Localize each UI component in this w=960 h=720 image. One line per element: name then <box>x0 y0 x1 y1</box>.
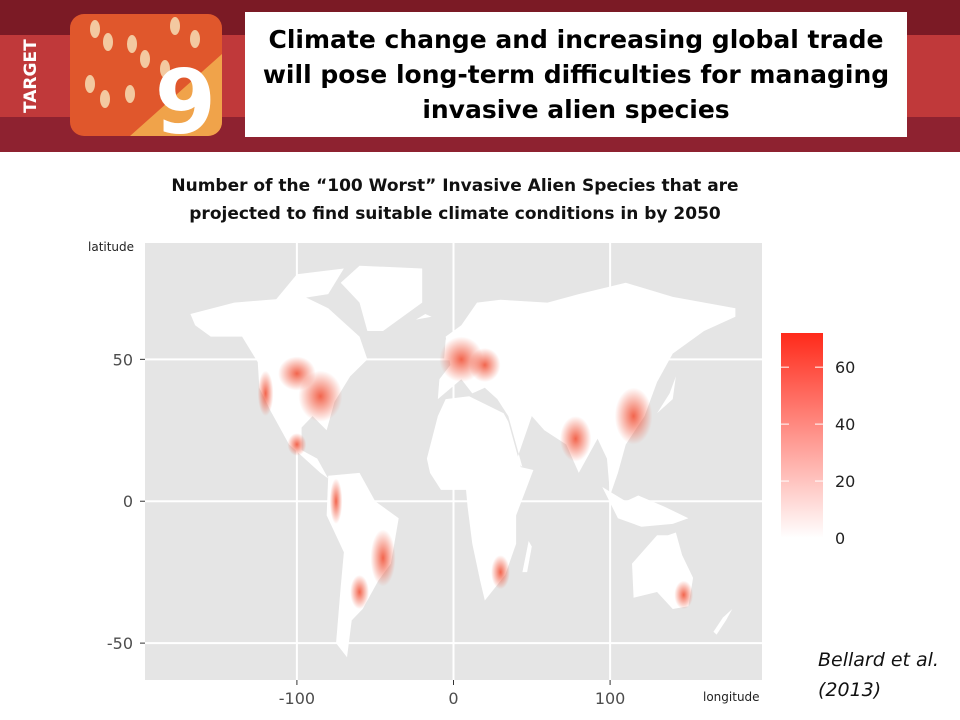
land <box>522 540 532 573</box>
density-patch <box>674 580 694 610</box>
colorbar-tick-label: 60 <box>835 358 855 377</box>
logo: 9 <box>70 14 222 136</box>
y-tick-label: -50 <box>107 634 133 653</box>
colorbar <box>781 333 823 538</box>
chart-title: Number of the “100 Worst” Invasive Alien… <box>171 176 739 224</box>
headline: Climate change and increasing global tra… <box>245 12 907 137</box>
citation: Bellard et al. (2013) <box>818 649 939 701</box>
y-axis-label: latitude <box>88 240 135 254</box>
density-patch <box>370 529 396 587</box>
logo-triangle <box>130 54 222 136</box>
land <box>340 265 423 331</box>
land <box>444 336 457 360</box>
land <box>632 532 694 610</box>
land <box>415 313 432 320</box>
density-patch <box>469 347 501 383</box>
colorbar-tick-label: 0 <box>835 529 845 548</box>
density-patch <box>278 356 316 391</box>
density-patch <box>491 555 510 590</box>
density-patch <box>298 370 343 422</box>
logo-art <box>85 17 222 136</box>
land <box>326 472 399 658</box>
colorbar-tick-label: 40 <box>835 415 855 434</box>
density-patch <box>559 416 592 462</box>
badge-label: TARGET <box>21 39 41 113</box>
density-patch <box>614 387 653 445</box>
colorbar-tick-label: 20 <box>835 472 855 491</box>
land <box>190 296 368 479</box>
x-tick-label: -100 <box>279 689 315 708</box>
land <box>437 282 736 496</box>
land <box>657 376 676 414</box>
y-tick-label: 50 <box>113 350 133 369</box>
density-patch <box>287 433 307 456</box>
density-patch <box>350 574 369 610</box>
y-tick-label: 0 <box>123 492 133 511</box>
land <box>273 268 344 303</box>
density-patch <box>257 370 274 417</box>
density-patch <box>439 336 484 383</box>
x-tick-label: 100 <box>595 689 626 708</box>
land <box>602 487 689 527</box>
land <box>713 609 733 635</box>
density-patch <box>329 478 343 524</box>
x-tick-label: 0 <box>448 689 458 708</box>
footprints <box>85 17 200 108</box>
land <box>426 396 534 601</box>
plot-background <box>145 243 762 680</box>
x-axis-label: longitude <box>703 690 760 704</box>
badge-number: 9 <box>154 51 216 136</box>
